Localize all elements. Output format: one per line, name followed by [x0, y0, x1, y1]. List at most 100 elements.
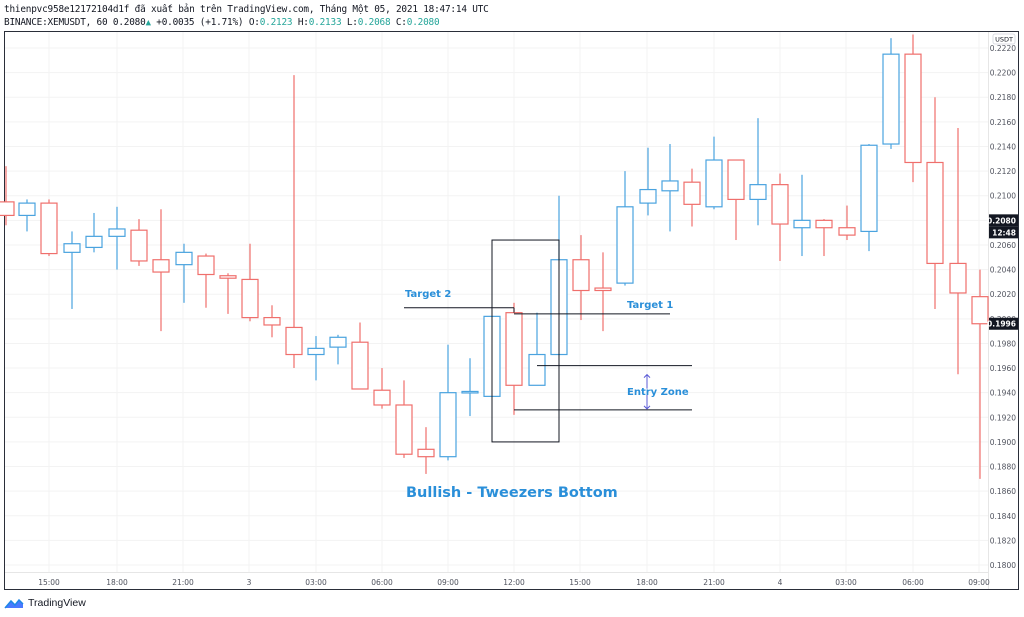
candle-bullish[interactable] [661, 144, 679, 232]
candle-bullish[interactable] [528, 312, 546, 386]
symbol-name[interactable]: BINANCE:XEMUSDT, 60 [4, 17, 108, 28]
candle-body [882, 53, 900, 145]
candle-body [594, 287, 612, 292]
time-tick-label: 18:00 [636, 578, 658, 587]
price-tick-label: 0.1980 [990, 339, 1016, 348]
candle-body [307, 347, 325, 356]
time-tick-label: 18:00 [106, 578, 128, 587]
close-label: C: [395, 17, 407, 28]
candle-bullish[interactable] [439, 344, 457, 461]
candle-body [329, 336, 347, 348]
pattern-box[interactable] [491, 239, 560, 443]
candle-body [860, 144, 878, 233]
candle-body [241, 278, 259, 319]
price-tick-label: 0.2120 [990, 167, 1016, 176]
open-value: 0.2123 [259, 17, 293, 28]
open-label: O: [248, 17, 260, 28]
candle-bearish[interactable] [0, 166, 15, 226]
candle-body [0, 201, 15, 217]
candle-bullish[interactable] [18, 199, 36, 232]
candle-bearish[interactable] [949, 128, 967, 375]
candle-bullish[interactable] [108, 206, 126, 270]
price-tick-label: 0.1900 [990, 438, 1016, 447]
candle-bearish[interactable] [130, 219, 148, 266]
candle-bearish[interactable] [904, 34, 922, 183]
candle-bearish[interactable] [351, 322, 369, 390]
candle-bullish[interactable] [882, 38, 900, 149]
publish-info: thienpvc958e12172104d1f đã xuất bản trên… [4, 4, 489, 15]
candle-bearish[interactable] [197, 253, 215, 308]
candle-body [505, 312, 523, 386]
arrow-up-icon [643, 373, 651, 378]
arrow-down-icon [643, 405, 651, 410]
candle-body [727, 159, 745, 201]
price-change: +0.0035 (+1.71%) [156, 17, 244, 28]
time-tick-label: 4 [778, 578, 783, 587]
candle-bearish[interactable] [815, 219, 833, 257]
candle-body [85, 235, 103, 249]
candle-body [130, 229, 148, 262]
price-tick-label: 0.2180 [990, 93, 1016, 102]
candle-bearish[interactable] [219, 273, 237, 314]
marker-price-tag: 0.1996 [987, 320, 1016, 329]
candle-bearish[interactable] [152, 209, 170, 332]
candle-bullish[interactable] [329, 334, 347, 365]
candle-body [263, 316, 281, 326]
chart-frame[interactable] [4, 31, 1019, 590]
candle-bearish[interactable] [40, 199, 58, 257]
bar-countdown-tag-bg [989, 226, 1018, 239]
candle-bullish[interactable] [175, 243, 193, 303]
candle-bearish[interactable] [683, 168, 701, 227]
candle-bearish[interactable] [241, 243, 259, 322]
candle-bearish[interactable] [417, 427, 435, 474]
candle-bearish[interactable] [285, 75, 303, 369]
candle-bullish[interactable] [793, 174, 811, 257]
price-tick-label: 0.1840 [990, 512, 1016, 521]
candle-bullish[interactable] [705, 136, 723, 210]
time-tick-label: 09:00 [968, 578, 990, 587]
candle-body [683, 181, 701, 205]
candle-body [197, 255, 215, 276]
candle-bearish[interactable] [594, 252, 612, 332]
candle-body [108, 228, 126, 237]
brand-name: TradingView [28, 597, 86, 609]
candle-bearish[interactable] [373, 368, 391, 409]
candle-body [949, 262, 967, 294]
candle-bearish[interactable] [771, 173, 789, 261]
candle-body [373, 389, 391, 406]
candle-body [40, 202, 58, 255]
pattern-title-label[interactable]: Bullish - Tweezers Bottom [406, 485, 618, 501]
target2-label[interactable]: Target 2 [405, 289, 451, 300]
candle-bullish[interactable] [860, 144, 878, 252]
candle-bearish[interactable] [838, 205, 856, 241]
candle-bearish[interactable] [395, 380, 413, 458]
candle-bearish[interactable] [926, 97, 944, 309]
time-tick-label: 03:00 [305, 578, 327, 587]
time-tick-label: 21:00 [172, 578, 194, 587]
candle-bearish[interactable] [505, 302, 523, 415]
time-tick-label: 15:00 [569, 578, 591, 587]
candle-body [771, 184, 789, 225]
entry-zone-label[interactable]: Entry Zone [627, 387, 689, 398]
candle-body [528, 353, 546, 386]
candle-body [439, 392, 457, 458]
candle-bearish[interactable] [572, 235, 590, 321]
candle-bullish[interactable] [85, 212, 103, 253]
candle-bullish[interactable] [639, 147, 657, 216]
candle-bullish[interactable] [461, 358, 479, 417]
candle-bullish[interactable] [307, 336, 325, 381]
candle-body [838, 227, 856, 236]
candle-bullish[interactable] [616, 171, 634, 286]
candle-body [461, 390, 479, 394]
candle-bearish[interactable] [971, 269, 989, 479]
candle-body [417, 448, 435, 458]
target1-label[interactable]: Target 1 [627, 300, 673, 311]
candle-bullish[interactable] [63, 231, 81, 309]
currency-badge[interactable] [992, 33, 1016, 45]
candle-bearish[interactable] [263, 305, 281, 338]
candle-bearish[interactable] [727, 159, 745, 241]
price-tick-label: 0.1860 [990, 487, 1016, 496]
candle-bullish[interactable] [749, 118, 767, 226]
price-tick-label: 0.1960 [990, 364, 1016, 373]
